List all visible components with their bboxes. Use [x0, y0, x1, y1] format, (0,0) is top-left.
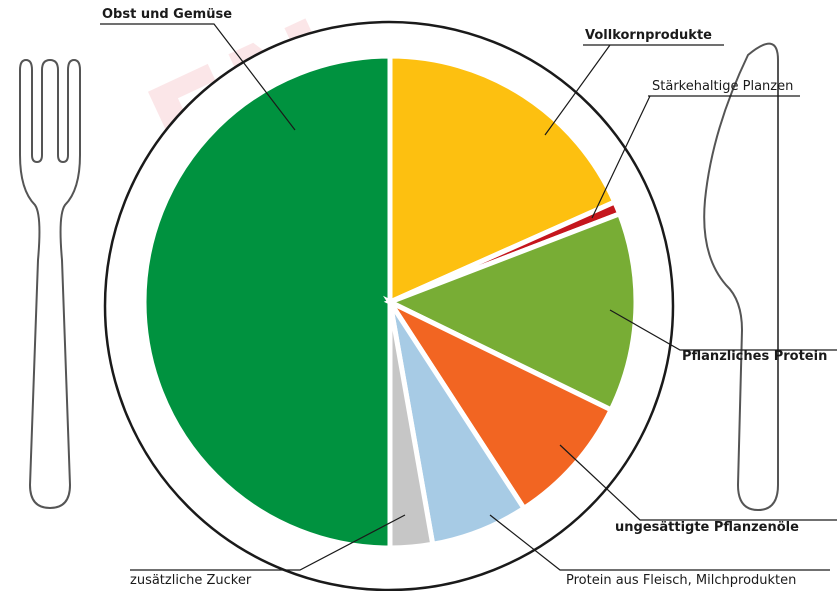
label: zusätzliche Zucker [130, 573, 252, 588]
label: Vollkornprodukte [585, 28, 712, 43]
label: Pflanzliches Protein [682, 349, 827, 364]
plate-sections [144, 56, 636, 548]
label: Obst und Gemüse [102, 7, 232, 22]
fork [20, 60, 80, 508]
label: Stärkehaltige Planzen [652, 79, 793, 94]
label: ungesättigte Pflanzenöle [615, 520, 799, 535]
plate-diagram: EN Obst und Gemüse Vollkornprodukte Stär… [0, 0, 837, 591]
label: Protein aus Fleisch, Milchprodukten [566, 573, 796, 588]
knife [704, 44, 778, 510]
